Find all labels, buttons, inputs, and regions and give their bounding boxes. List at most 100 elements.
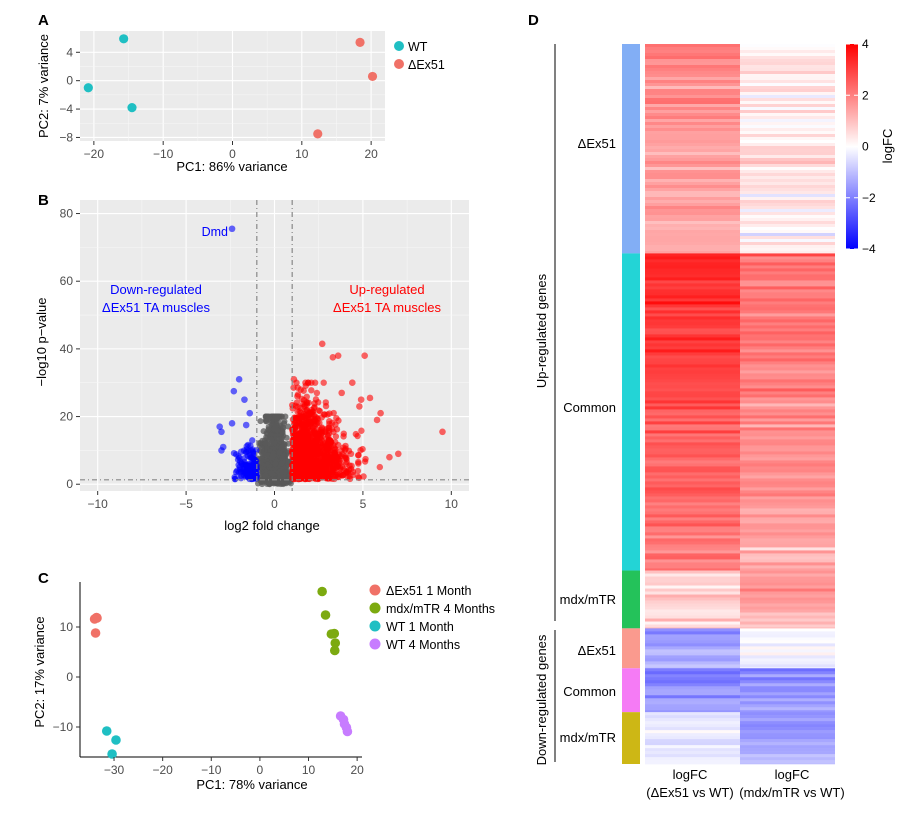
heatmap-row — [645, 364, 740, 368]
panel-b-x-axis-label: log2 fold change — [224, 518, 319, 533]
heatmap-row — [645, 742, 740, 746]
volcano-point-ns — [262, 440, 269, 447]
heatmap-row — [740, 454, 835, 458]
heatmap-row — [645, 239, 740, 243]
heatmap-row — [740, 409, 835, 413]
heatmap-row — [740, 167, 835, 171]
heatmap-row — [645, 77, 740, 81]
heatmap-row — [645, 307, 740, 311]
heatmap-row — [740, 742, 835, 746]
volcano-point-up — [315, 469, 322, 476]
heatmap-row — [740, 140, 835, 144]
heatmap-row — [645, 274, 740, 278]
heatmap-row — [645, 523, 740, 527]
heatmap-row — [645, 343, 740, 347]
heatmap-row — [740, 585, 835, 589]
heatmap-row — [740, 609, 835, 613]
heatmap-row — [740, 149, 835, 153]
volcano-point-outlier — [228, 420, 236, 427]
volcano-point-ns — [268, 470, 275, 477]
heatmap-row — [645, 131, 740, 135]
heatmap-row — [740, 334, 835, 338]
heatmap-row — [645, 436, 740, 440]
volcano-point-up — [315, 450, 322, 457]
heatmap-row — [740, 131, 835, 135]
cluster-color-ΔEx51 — [622, 44, 640, 254]
heatmap-row — [740, 430, 835, 434]
volcano-point-down — [242, 473, 250, 480]
heatmap-row — [740, 754, 835, 758]
volcano-point-ns — [281, 469, 288, 476]
heatmap-row — [740, 559, 835, 563]
heatmap-row — [645, 137, 740, 141]
heatmap-row — [645, 736, 740, 740]
heatmap-row — [740, 143, 835, 147]
volcano-point-up — [362, 455, 369, 463]
heatmap-row — [740, 618, 835, 622]
heatmap-row — [645, 757, 740, 761]
volcano-point-outlier — [356, 403, 363, 410]
pca-point-mdx — [320, 610, 331, 620]
heatmap-row — [740, 179, 835, 183]
heatmap-row — [645, 565, 740, 569]
volcano-point-up — [308, 387, 315, 394]
heatmap-row — [645, 526, 740, 530]
legend-c-wt4-swatch — [369, 638, 381, 650]
down-regulated-label: Down-regulated — [110, 282, 202, 297]
heatmap-row — [740, 95, 835, 99]
pca-point-mdx — [330, 638, 341, 648]
heatmap-row — [645, 739, 740, 743]
panel-b: B −10 −5 0 5 10 0 20 40 60 80 Dmd Down-regulated… — [34, 192, 469, 533]
volcano-point-up — [312, 437, 320, 444]
heatmap-row — [740, 397, 835, 401]
panel-b-point-cloud — [216, 225, 446, 488]
heatmap-row — [645, 259, 740, 263]
heatmap-row — [645, 173, 740, 177]
heatmap-row — [740, 83, 835, 87]
heatmap-row — [740, 50, 835, 54]
heatmap-row — [645, 298, 740, 302]
volcano-point-up — [304, 447, 311, 455]
heatmap-row — [645, 56, 740, 60]
volcano-point-outlier — [329, 354, 337, 361]
heatmap-row — [645, 242, 740, 246]
heatmap-row — [645, 603, 740, 607]
up-regulated-label: Up-regulated — [349, 282, 424, 297]
x-tick-label: 10 — [302, 763, 316, 777]
heatmap-row — [740, 532, 835, 536]
volcano-point-ns — [258, 445, 265, 452]
heatmap-row — [740, 591, 835, 595]
heatmap-row — [740, 442, 835, 446]
heatmap-row — [740, 274, 835, 278]
panel-a-label: A — [38, 12, 49, 29]
heatmap-row — [645, 442, 740, 446]
heatmap-row — [740, 251, 835, 254]
heatmap-row — [645, 209, 740, 213]
heatmap-row — [645, 44, 740, 48]
heatmap-row — [740, 658, 835, 662]
heatmap-row — [740, 233, 835, 237]
heatmap-row — [740, 403, 835, 407]
heatmap-row — [740, 128, 835, 132]
heatmap-row — [740, 508, 835, 512]
heatmap-row — [645, 391, 740, 395]
heatmap-row — [740, 286, 835, 290]
heatmap-row — [740, 448, 835, 452]
heatmap-row — [645, 310, 740, 314]
x-tick-label: −5 — [179, 497, 193, 511]
volcano-point-down — [237, 448, 245, 455]
heatmap-row — [740, 674, 835, 678]
heatmap-row — [740, 125, 835, 129]
heatmap-row — [740, 77, 835, 81]
heatmap-row — [645, 340, 740, 344]
heatmap-row — [740, 337, 835, 341]
heatmap-row — [740, 505, 835, 509]
cluster-label-up-dex51: ΔEx51 — [578, 136, 616, 151]
heatmap-row — [740, 541, 835, 545]
heatmap-row — [740, 499, 835, 503]
heatmap-row — [645, 134, 740, 138]
heatmap-row — [645, 200, 740, 204]
volcano-point-up — [342, 452, 349, 460]
heatmap-row — [645, 718, 740, 722]
